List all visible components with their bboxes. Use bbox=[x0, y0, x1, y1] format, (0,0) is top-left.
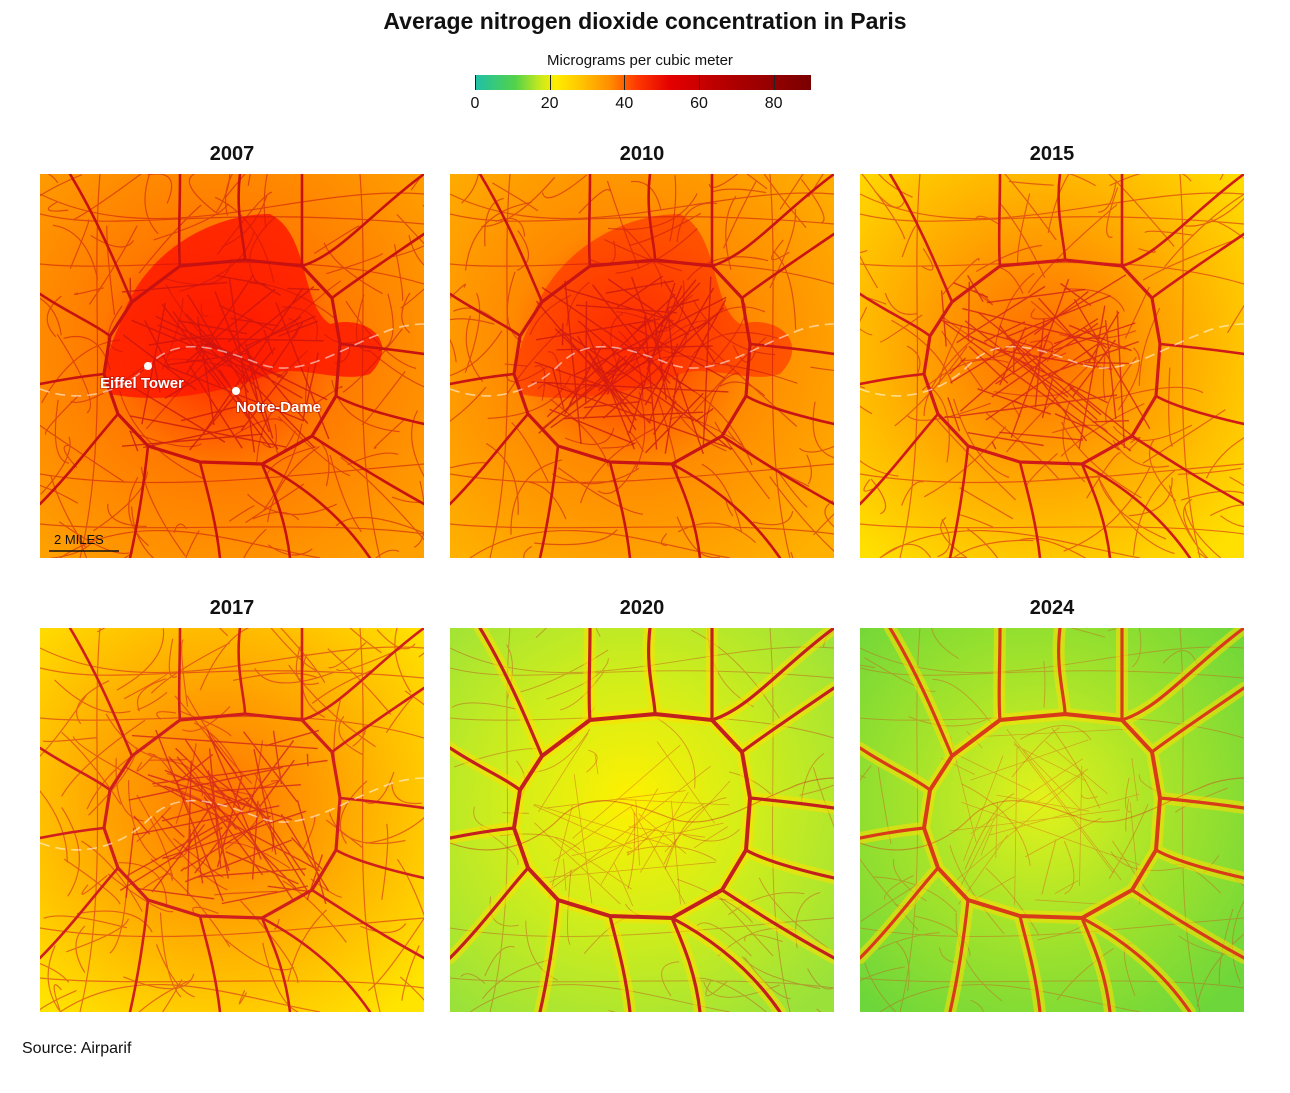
panel-title-2010: 2010 bbox=[619, 143, 665, 165]
legend-label: Micrograms per cubic meter bbox=[547, 52, 733, 69]
seine-river bbox=[450, 777, 834, 851]
legend-tick-label: 40 bbox=[615, 95, 634, 112]
map-2020 bbox=[450, 628, 834, 1012]
scale-bar-label: 2 MILES bbox=[54, 532, 104, 547]
peripherique-ring-road bbox=[511, 711, 753, 921]
major-roads bbox=[40, 628, 424, 1012]
legend-tick-label: 60 bbox=[690, 95, 708, 112]
panel-title-2015: 2015 bbox=[1029, 143, 1075, 165]
legend-tick-label: 80 bbox=[764, 95, 783, 112]
no2-map-svg bbox=[450, 174, 834, 558]
legend-tick-label: 0 bbox=[470, 95, 480, 112]
minor-roads bbox=[450, 174, 834, 558]
major-roads bbox=[40, 174, 424, 558]
panel-title-2020: 2020 bbox=[619, 597, 665, 619]
map-2010 bbox=[450, 174, 834, 558]
peripherique-ring-road bbox=[102, 258, 342, 466]
seine-river bbox=[860, 777, 1244, 851]
map-2015 bbox=[860, 174, 1244, 558]
major-roads bbox=[860, 174, 1244, 558]
inner-city-streets bbox=[119, 729, 329, 905]
eiffel-tower-marker bbox=[144, 362, 152, 370]
seine-river bbox=[450, 323, 834, 397]
inner-city-streets bbox=[531, 275, 733, 455]
color-scale-bar bbox=[475, 75, 811, 90]
notre-dame-marker bbox=[232, 387, 240, 395]
legend-tick-mark bbox=[475, 75, 476, 90]
legend-tick-mark bbox=[549, 75, 551, 90]
major-roads bbox=[450, 628, 834, 1012]
inner-city-streets bbox=[939, 274, 1151, 452]
source-note: Source: Airparif bbox=[22, 1040, 132, 1057]
map-2017 bbox=[40, 628, 424, 1012]
map-2007: Eiffel Tower Notre-Dame 2 MILES bbox=[40, 174, 424, 558]
peripherique-ring-road bbox=[922, 258, 1162, 466]
panel-title-2007: 2007 bbox=[209, 143, 255, 165]
seine-river bbox=[40, 323, 424, 397]
no2-map-svg bbox=[860, 174, 1244, 558]
panel-title-2017: 2017 bbox=[209, 597, 255, 619]
legend-tick-label: 20 bbox=[540, 95, 559, 112]
peripherique-ring-road bbox=[102, 712, 342, 920]
notre-dame-label: Notre-Dame bbox=[236, 399, 321, 416]
no2-map-svg bbox=[450, 628, 834, 1012]
panel-title-2024: 2024 bbox=[1029, 597, 1075, 619]
peripherique-ring-road bbox=[512, 258, 752, 466]
legend-tick-mark bbox=[773, 75, 775, 90]
legend-tick-mark bbox=[624, 75, 626, 90]
peripherique-ring-road bbox=[921, 711, 1163, 921]
seine-river bbox=[860, 323, 1244, 397]
high-concentration-area bbox=[515, 214, 793, 398]
map-2024 bbox=[860, 628, 1244, 1012]
major-roads bbox=[860, 628, 1244, 1012]
major-roads bbox=[450, 174, 834, 558]
high-concentration-area bbox=[105, 214, 383, 398]
legend-tick-mark bbox=[699, 75, 700, 90]
no2-map-svg: Eiffel Tower Notre-Dame 2 MILES bbox=[40, 174, 424, 558]
eiffel-tower-label: Eiffel Tower bbox=[100, 375, 184, 392]
inner-city-streets bbox=[121, 274, 330, 453]
chart-title: Average nitrogen dioxide concentration i… bbox=[383, 8, 907, 34]
no2-map-svg bbox=[860, 628, 1244, 1012]
seine-river bbox=[40, 777, 424, 851]
no2-map-svg bbox=[40, 628, 424, 1012]
